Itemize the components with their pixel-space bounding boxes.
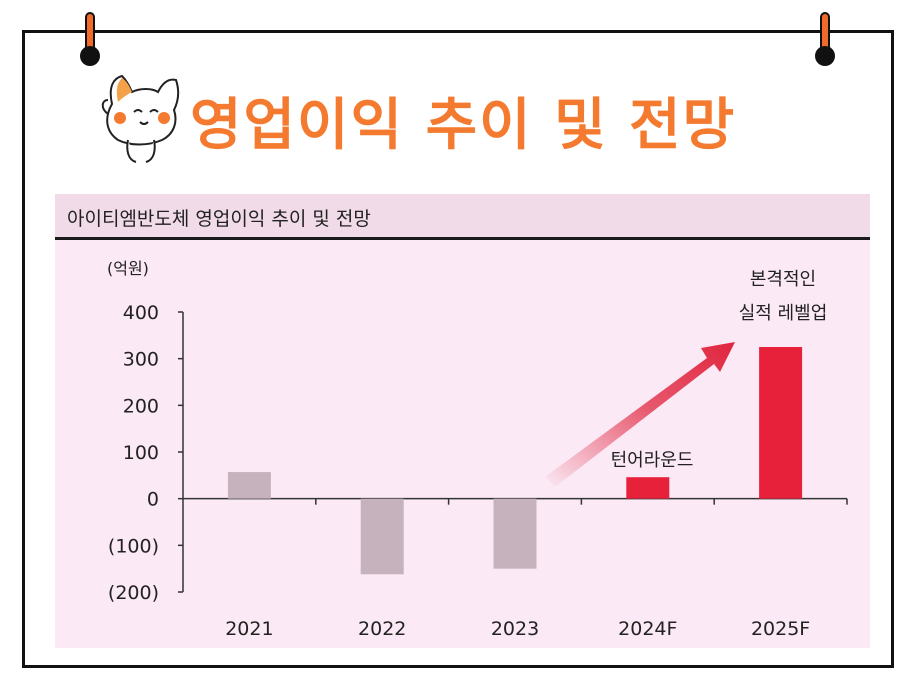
x-tick-label: 2022 xyxy=(358,618,406,640)
cat-mascot-icon xyxy=(101,74,180,163)
chart-title-bar: 아이티엠반도체 영업이익 추이 및 전망 xyxy=(55,194,870,240)
y-tick-label: 0 xyxy=(147,489,159,511)
bar-2025F xyxy=(759,347,803,499)
trend-arrow-icon xyxy=(545,342,735,487)
y-axis: 400 300 200 100 0 (100) (200) xyxy=(108,302,184,604)
y-tick-label: (100) xyxy=(108,535,159,557)
y-tick-label: (200) xyxy=(108,582,159,604)
headline: 영업이익 추이 및 전망 xyxy=(190,93,737,158)
right-pin-icon xyxy=(815,12,835,68)
x-tick-label: 2025F xyxy=(751,618,810,640)
annotation-full-line1: 본격적인 xyxy=(750,269,816,290)
x-tick-label: 2023 xyxy=(491,618,539,640)
y-tick-label: 200 xyxy=(123,395,159,417)
bar-2021 xyxy=(227,472,271,499)
y-tick-label: 300 xyxy=(123,349,159,371)
bars xyxy=(227,347,803,575)
x-tick-label: 2024F xyxy=(618,618,677,640)
bar-2024F xyxy=(626,477,670,499)
unit-label: (억원) xyxy=(107,259,149,278)
chart-panel: 아이티엠반도체 영업이익 추이 및 전망 (억원) 400 300 200 100 0 (… xyxy=(55,194,870,648)
annotation-turnaround: 턴어라운드 xyxy=(611,450,694,471)
bar-2022 xyxy=(360,498,404,575)
y-tick-label: 400 xyxy=(123,302,159,324)
annotation-full-line2: 실적 레벨업 xyxy=(739,303,828,324)
x-tick-label: 2021 xyxy=(225,618,273,640)
chart-title: 아이티엠반도체 영업이익 추이 및 전망 xyxy=(67,208,371,230)
left-pin-icon xyxy=(80,12,100,68)
y-tick-label: 100 xyxy=(123,442,159,464)
x-tick-labels: 2021 2022 2023 2024F 2025F xyxy=(225,618,810,640)
bar-2023 xyxy=(493,498,537,569)
